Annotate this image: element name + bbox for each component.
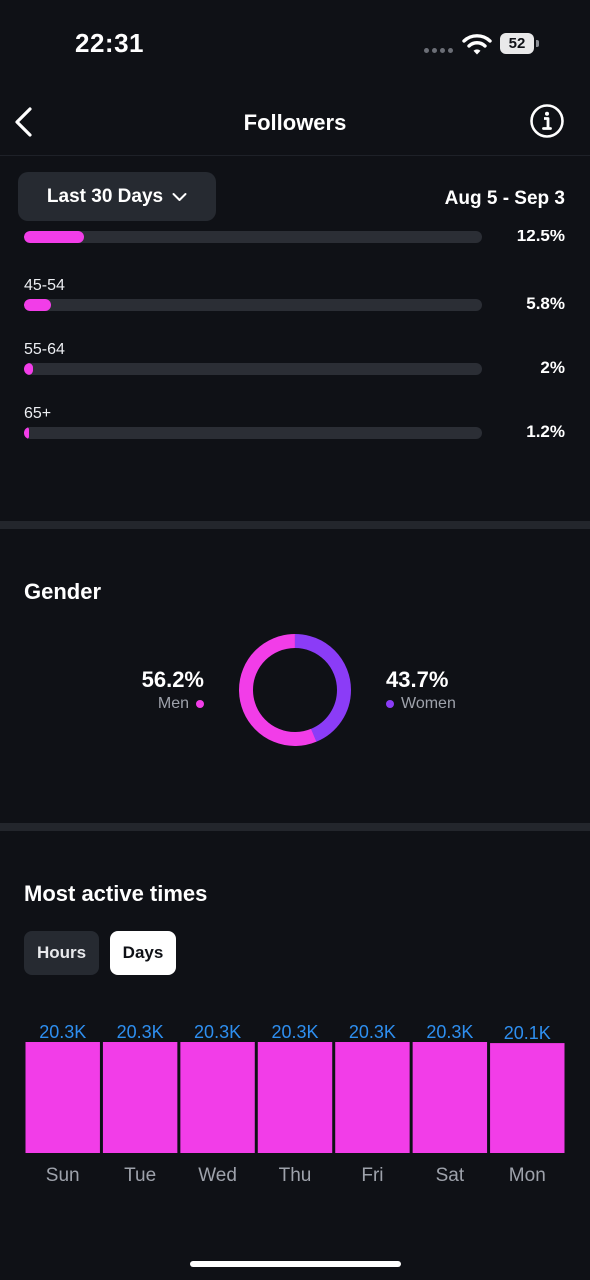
- cellular-signal-icon: [424, 48, 454, 54]
- age-percentage: 12.5%: [516, 230, 565, 245]
- men-dot-icon: [196, 700, 204, 708]
- bar-value-label: 20.3K: [271, 1022, 318, 1042]
- day-label-sun: Sun: [46, 1165, 80, 1186]
- day-label-sat: Sat: [436, 1165, 465, 1186]
- day-label-wed: Wed: [198, 1165, 237, 1186]
- chevron-down-icon: [172, 192, 187, 201]
- gender-donut-chart: [239, 634, 351, 746]
- battery-level: 52: [500, 33, 534, 54]
- day-label-thu: Thu: [279, 1165, 312, 1186]
- women-label: Women: [401, 695, 456, 712]
- date-range-text: Aug 5 - Sep 3: [444, 188, 565, 209]
- date-range-dropdown[interactable]: Last 30 Days: [18, 172, 216, 221]
- bar-value-label: 20.3K: [39, 1022, 86, 1042]
- gender-title: Gender: [24, 579, 102, 604]
- age-row: 45-54 5.8%: [0, 277, 590, 317]
- bar-value-label: 20.3K: [117, 1022, 164, 1042]
- age-bar-track: [24, 231, 482, 243]
- men-stat: 56.2% Men: [142, 667, 204, 713]
- section-divider: [0, 521, 590, 529]
- age-row: 55-64 2%: [0, 341, 590, 381]
- age-bar-track: [24, 427, 482, 439]
- women-arc: [239, 634, 351, 746]
- women-dot-icon: [386, 700, 394, 708]
- wifi-icon: [462, 34, 492, 55]
- info-icon[interactable]: [529, 103, 565, 139]
- home-indicator: [190, 1261, 401, 1267]
- age-bar-fill: [24, 299, 51, 311]
- section-divider: [0, 823, 590, 831]
- men-percentage: 56.2%: [141, 667, 204, 692]
- bar-fri: [335, 1042, 410, 1153]
- bar-mon: [490, 1043, 565, 1153]
- bar-value-label: 20.3K: [349, 1022, 396, 1042]
- age-percentage: 1.2%: [526, 422, 565, 441]
- active-times-title: Most active times: [24, 881, 208, 906]
- chevron-left-icon[interactable]: [12, 104, 36, 140]
- bar-wed: [180, 1042, 255, 1153]
- bar-value-label: 20.3K: [426, 1022, 473, 1042]
- bar-sat: [412, 1042, 488, 1153]
- bar-sun: [25, 1042, 100, 1153]
- age-percentage: 5.8%: [526, 294, 565, 313]
- header-divider: [0, 155, 590, 156]
- age-distribution: 12.5% 45-54 5.8% 55-64 2% 65+ 1.2%: [0, 230, 590, 520]
- day-label-tue: Tue: [124, 1165, 156, 1186]
- tab-days[interactable]: Days: [110, 931, 176, 975]
- battery-icon: 52: [500, 33, 539, 54]
- age-row-partial: 12.5%: [0, 230, 590, 249]
- tab-hours[interactable]: Hours: [24, 931, 99, 975]
- age-bar-track: [24, 299, 482, 311]
- men-legend: Men: [142, 695, 204, 713]
- women-stat: 43.7% Women: [386, 667, 456, 713]
- status-time: 22:31: [75, 28, 144, 58]
- date-range-label: Last 30 Days: [46, 185, 164, 207]
- age-label: 55-64: [24, 341, 65, 358]
- day-label-fri: Fri: [361, 1165, 383, 1186]
- age-bar-fill: [24, 231, 84, 243]
- women-legend: Women: [386, 695, 456, 713]
- age-bar-fill: [24, 363, 34, 375]
- age-bar-track: [24, 363, 482, 375]
- age-row: 65+ 1.2%: [0, 405, 590, 445]
- bar-value-label: 20.1K: [504, 1023, 551, 1043]
- age-label: 45-54: [24, 277, 65, 294]
- bar-value-label: 20.3K: [194, 1022, 241, 1042]
- women-percentage: 43.7%: [386, 667, 449, 692]
- page-title: Followers: [243, 110, 347, 135]
- men-label: Men: [157, 695, 189, 712]
- bar-thu: [257, 1042, 333, 1153]
- active-days-bar-chart: 20.3K Sun 20.3K Tue 20.3K Wed 20.3K Thu 20.3K Fri…: [25, 1022, 565, 1186]
- bar-tue: [102, 1042, 178, 1153]
- age-bar-fill: [24, 427, 30, 439]
- age-label: 65+: [24, 405, 52, 422]
- day-label-mon: Mon: [509, 1165, 546, 1186]
- age-percentage: 2%: [540, 358, 565, 377]
